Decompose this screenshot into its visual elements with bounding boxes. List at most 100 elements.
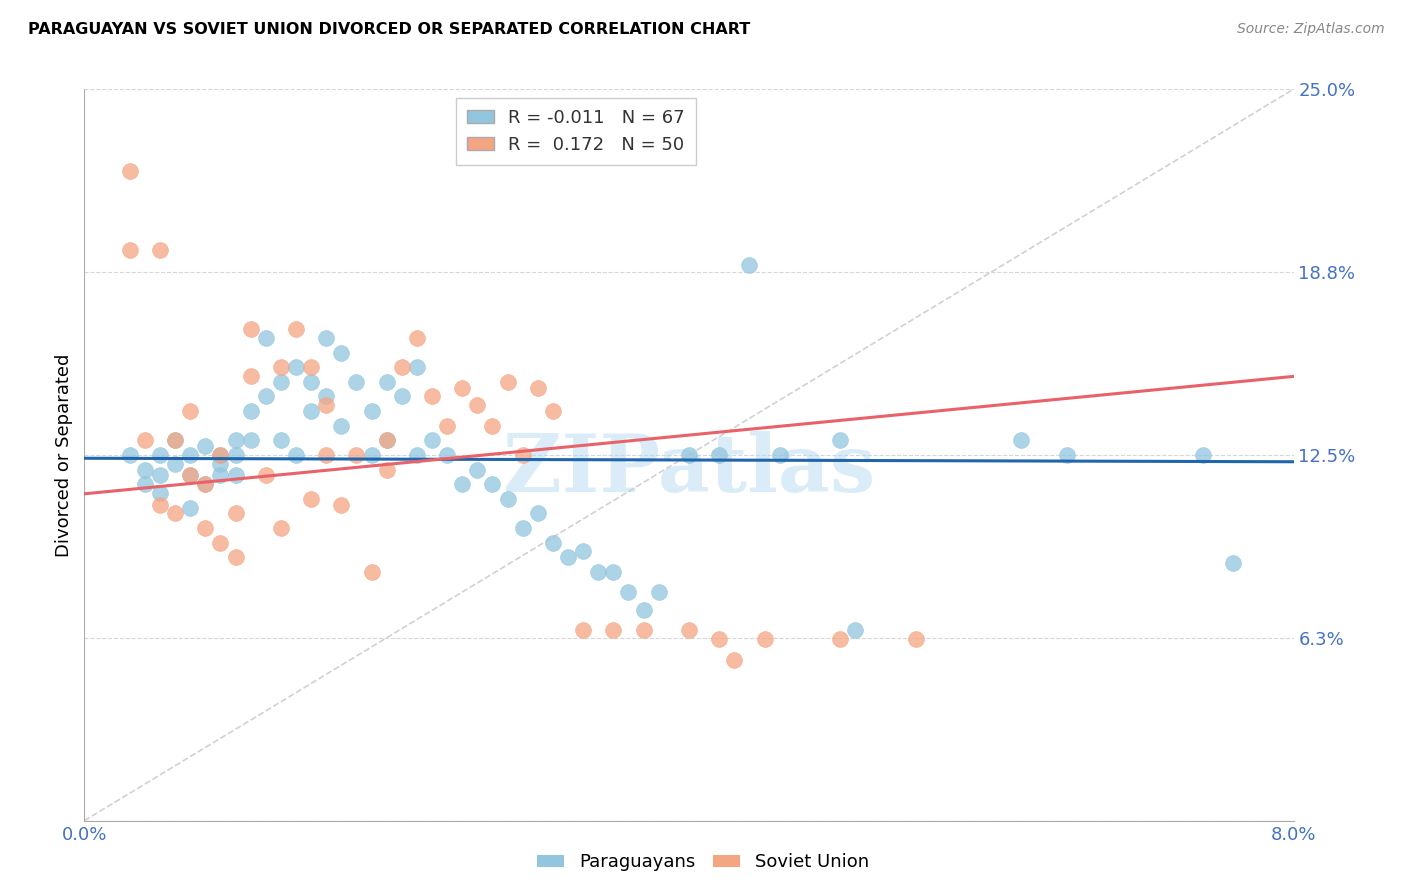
Text: ZIPatlas: ZIPatlas xyxy=(503,431,875,508)
Point xyxy=(541,535,564,549)
Point xyxy=(375,434,398,448)
Point xyxy=(572,624,595,638)
Point xyxy=(134,462,156,476)
Point xyxy=(194,477,217,491)
Point xyxy=(1011,434,1033,448)
Point xyxy=(254,468,277,483)
Point xyxy=(648,585,671,599)
Point xyxy=(391,389,413,403)
Point xyxy=(149,448,172,462)
Point xyxy=(754,632,776,647)
Point xyxy=(149,486,172,500)
Point xyxy=(633,603,655,617)
Point xyxy=(1222,556,1244,570)
Point xyxy=(769,448,792,462)
Point xyxy=(134,434,156,448)
Point xyxy=(299,491,322,506)
Point xyxy=(254,389,277,403)
Point xyxy=(179,500,201,515)
Point xyxy=(209,535,232,549)
Point xyxy=(709,448,731,462)
Point xyxy=(346,375,368,389)
Point xyxy=(830,434,852,448)
Point xyxy=(330,498,353,512)
Point xyxy=(315,398,337,412)
Point xyxy=(209,448,232,462)
Point xyxy=(149,498,172,512)
Point xyxy=(481,477,503,491)
Point xyxy=(270,434,292,448)
Point xyxy=(844,624,866,638)
Point xyxy=(1056,448,1078,462)
Point xyxy=(239,322,262,336)
Point xyxy=(285,360,308,375)
Point xyxy=(602,565,624,579)
Point xyxy=(451,477,474,491)
Legend: R = -0.011   N = 67, R =  0.172   N = 50: R = -0.011 N = 67, R = 0.172 N = 50 xyxy=(456,98,696,165)
Legend: Paraguayans, Soviet Union: Paraguayans, Soviet Union xyxy=(530,847,876,879)
Point xyxy=(209,457,232,471)
Point xyxy=(194,477,217,491)
Point xyxy=(512,521,534,535)
Text: Source: ZipAtlas.com: Source: ZipAtlas.com xyxy=(1237,22,1385,37)
Y-axis label: Divorced or Separated: Divorced or Separated xyxy=(55,353,73,557)
Point xyxy=(225,448,247,462)
Point xyxy=(420,389,443,403)
Point xyxy=(194,439,217,453)
Point xyxy=(149,468,172,483)
Point xyxy=(617,585,640,599)
Point xyxy=(557,550,579,565)
Point xyxy=(904,632,927,647)
Point xyxy=(315,331,337,345)
Point xyxy=(179,404,201,418)
Point xyxy=(330,345,353,359)
Point xyxy=(149,243,172,257)
Point xyxy=(254,331,277,345)
Point xyxy=(179,468,201,483)
Point xyxy=(179,448,201,462)
Point xyxy=(360,565,382,579)
Point xyxy=(270,521,292,535)
Point xyxy=(165,457,187,471)
Point xyxy=(467,398,489,412)
Point xyxy=(299,360,322,375)
Point xyxy=(299,404,322,418)
Point xyxy=(225,434,247,448)
Point xyxy=(541,404,564,418)
Point xyxy=(406,448,429,462)
Point xyxy=(738,258,761,272)
Point xyxy=(209,468,232,483)
Point xyxy=(481,418,503,433)
Point xyxy=(678,624,700,638)
Point xyxy=(194,521,217,535)
Point xyxy=(512,448,534,462)
Point xyxy=(285,322,308,336)
Point xyxy=(830,632,852,647)
Point xyxy=(375,434,398,448)
Point xyxy=(1192,448,1215,462)
Point xyxy=(165,434,187,448)
Point xyxy=(467,462,489,476)
Point xyxy=(709,632,731,647)
Point xyxy=(330,418,353,433)
Point xyxy=(633,624,655,638)
Point xyxy=(391,360,413,375)
Point xyxy=(527,507,550,521)
Text: PARAGUAYAN VS SOVIET UNION DIVORCED OR SEPARATED CORRELATION CHART: PARAGUAYAN VS SOVIET UNION DIVORCED OR S… xyxy=(28,22,751,37)
Point xyxy=(134,477,156,491)
Point xyxy=(285,448,308,462)
Point xyxy=(165,507,187,521)
Point xyxy=(375,375,398,389)
Point xyxy=(496,491,519,506)
Point xyxy=(588,565,610,579)
Point xyxy=(179,468,201,483)
Point xyxy=(527,381,550,395)
Point xyxy=(209,448,232,462)
Point xyxy=(436,448,458,462)
Point xyxy=(118,164,141,178)
Point xyxy=(678,448,700,462)
Point xyxy=(572,544,595,558)
Point xyxy=(165,434,187,448)
Point xyxy=(239,404,262,418)
Point xyxy=(118,448,141,462)
